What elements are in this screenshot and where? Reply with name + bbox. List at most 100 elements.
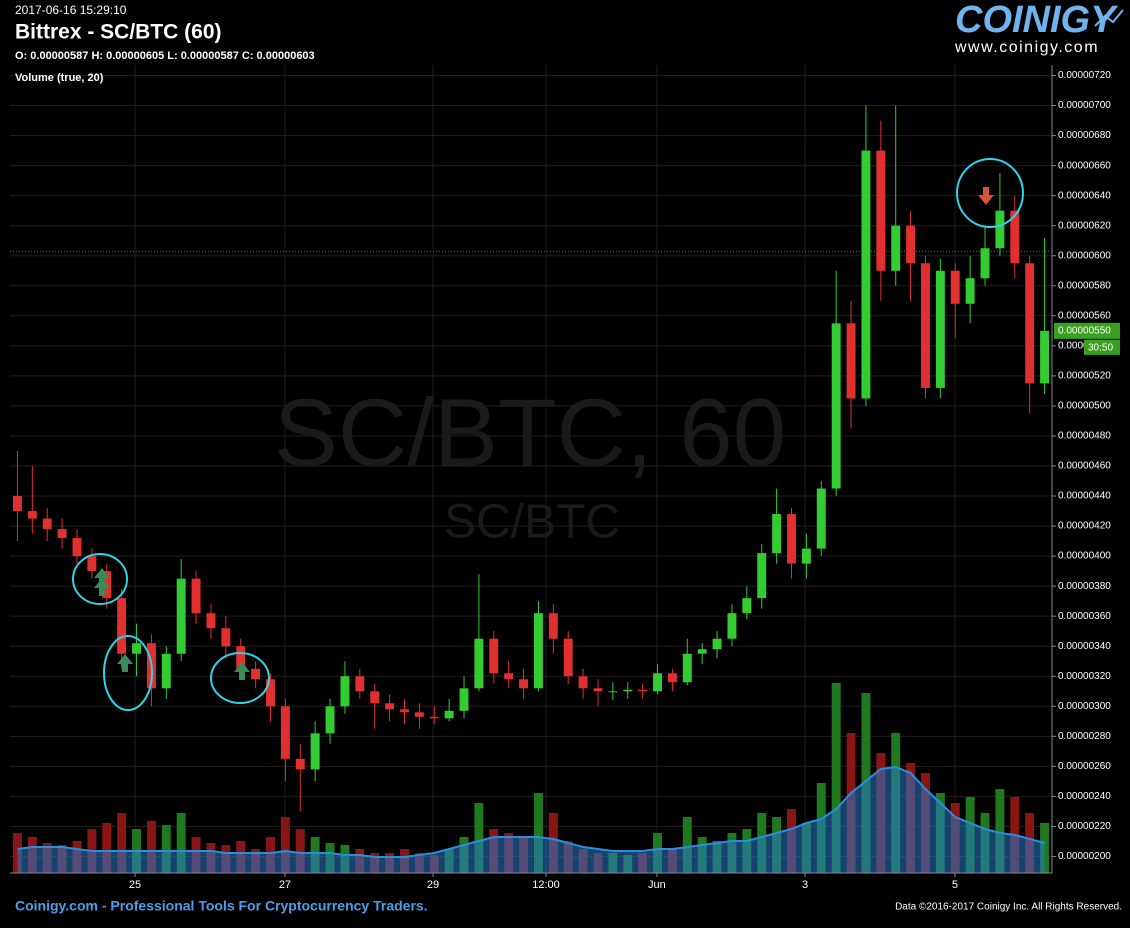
y-tick-label: 0.00000340 <box>1058 641 1111 652</box>
candle-body <box>876 150 886 271</box>
candle-body <box>132 643 141 654</box>
candle-body <box>340 676 350 707</box>
candle-body <box>1010 210 1020 264</box>
candle-body <box>891 225 901 271</box>
volume-bar <box>146 821 156 873</box>
y-tick-label: 0.00000380 <box>1058 581 1111 592</box>
price-tag <box>1054 322 1120 339</box>
candle-body <box>906 225 916 264</box>
y-tick-label: 0.00000580 <box>1058 280 1111 291</box>
candle-body <box>757 553 767 599</box>
candle-body <box>980 248 990 279</box>
annotations <box>72 158 1024 711</box>
y-tick-label: 0.00000280 <box>1058 731 1111 742</box>
buy-arrow <box>94 568 110 586</box>
candle-body <box>638 689 648 692</box>
candle-body <box>325 706 335 734</box>
volume-label: Volume (true, 20) <box>15 72 104 84</box>
volume-layer <box>12 683 1050 873</box>
x-tick-label: 25 <box>129 879 141 891</box>
candle-body <box>370 691 380 704</box>
candle-body <box>221 628 231 647</box>
volume-bar <box>102 823 112 873</box>
candle-body <box>236 646 246 669</box>
volume-bar <box>295 829 305 873</box>
volume-bar <box>161 825 171 873</box>
candle-body <box>385 703 395 710</box>
volume-bar <box>474 803 484 873</box>
candle-body <box>772 514 782 554</box>
y-tick-label: 0.00000300 <box>1058 701 1111 712</box>
y-tick-label: 0.00000320 <box>1058 671 1111 682</box>
buy-arrow <box>94 578 110 596</box>
candle-body <box>42 518 52 530</box>
candle-body <box>176 578 186 654</box>
watermark: SC/BTC, 60 <box>274 379 786 486</box>
candle-body <box>72 538 82 557</box>
candle-body <box>548 613 558 639</box>
candle-body <box>950 270 960 304</box>
candle-body <box>504 673 514 680</box>
y-tick-label: 0.00000660 <box>1058 160 1111 171</box>
y-tick-label: 0.00000600 <box>1058 250 1111 261</box>
y-tick-label: 0.00000420 <box>1058 521 1111 532</box>
candle-layer <box>12 105 1050 812</box>
candle-body <box>459 688 469 711</box>
candle-body <box>921 263 930 388</box>
candle-body <box>87 556 97 572</box>
annotation-circle <box>72 553 128 605</box>
y-tick-label: 0.00000620 <box>1058 220 1111 231</box>
candle-body <box>1025 263 1035 384</box>
y-axis: 0.00000200 0.00000220 0.00000240 0.00000260… <box>10 65 1120 891</box>
y-tick-label: 0.00000640 <box>1058 190 1111 201</box>
candle-body <box>801 548 811 564</box>
candle-body <box>57 529 67 539</box>
candle-body <box>653 673 662 692</box>
volume-ma-area <box>17 767 1045 873</box>
y-tick-label: 0.00000460 <box>1058 461 1111 472</box>
x-tick-label: 3 <box>802 879 808 891</box>
candle-body <box>742 598 752 614</box>
annotation-circle <box>210 652 270 704</box>
candle-body <box>400 709 409 713</box>
candle-body <box>27 511 37 519</box>
logo-url: www.coinigy.com <box>954 39 1099 56</box>
footer-copyright: Data ©2016-2017 Coinigy Inc. All Rights … <box>895 902 1122 913</box>
candle-body <box>12 496 22 512</box>
candle-body <box>295 758 305 770</box>
candle-body <box>846 323 856 399</box>
candle-body <box>251 668 261 680</box>
candle-body <box>519 679 529 689</box>
y-tick-label: 0.00000720 <box>1058 70 1111 81</box>
y-tick-label: 0.00000200 <box>1058 851 1111 862</box>
candle-body <box>995 210 1005 249</box>
candle-body <box>831 323 841 489</box>
volume-bar <box>117 813 127 873</box>
y-tick-label: 0.00000500 <box>1058 401 1111 412</box>
ohlc-readout: O: 0.00000587 H: 0.00000605 L: 0.0000058… <box>15 50 315 62</box>
candle-body <box>608 691 618 693</box>
volume-bar <box>533 793 543 873</box>
y-tick-label: 0.00000440 <box>1058 491 1111 502</box>
y-tick-label: 0.00000220 <box>1058 821 1111 832</box>
y-tick-label: 0.00000520 <box>1058 371 1111 382</box>
y-tick-label: 0.00000560 <box>1058 310 1111 321</box>
volume-bar <box>995 789 1005 873</box>
candle-body <box>161 653 171 689</box>
candle-body <box>489 638 499 674</box>
footer-tagline: Coinigy.com - Professional Tools For Cry… <box>15 898 428 914</box>
countdown-box <box>1084 339 1120 355</box>
candle-body <box>191 578 201 614</box>
candle-body <box>787 514 796 564</box>
candle-body <box>682 653 692 683</box>
y-tick-label: 0.00000260 <box>1058 761 1111 772</box>
volume-ma-line <box>17 765 1045 858</box>
volume-bar <box>176 813 186 873</box>
chart-title: Bittrex - SC/BTC (60) <box>15 21 222 44</box>
countdown: 30:50 <box>1088 342 1113 353</box>
sell-arrow <box>978 187 994 205</box>
candle-body <box>280 706 290 759</box>
annotation-circle <box>956 158 1024 228</box>
x-tick-label: 27 <box>279 879 291 891</box>
